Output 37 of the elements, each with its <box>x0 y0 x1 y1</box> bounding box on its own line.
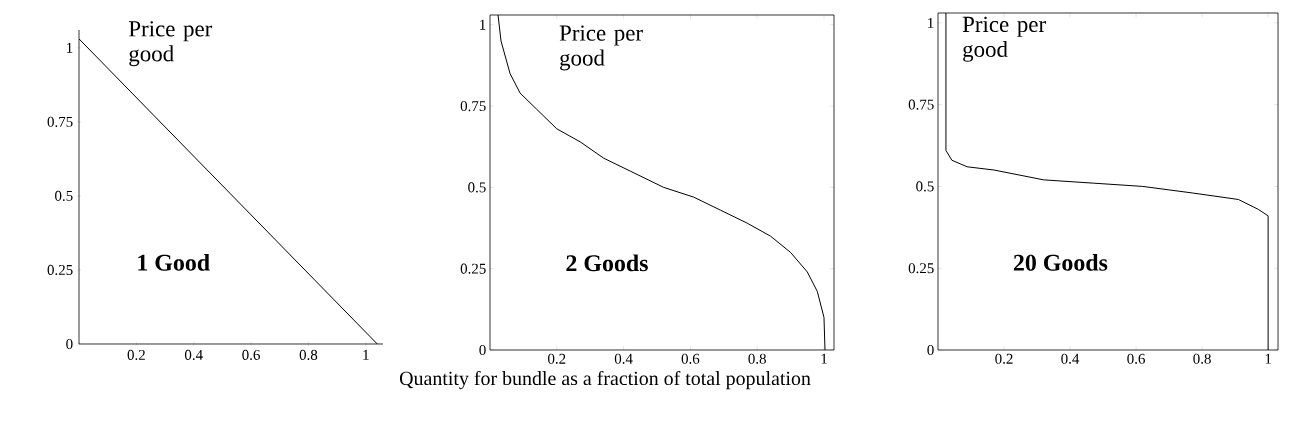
y-axis-title: Price per good <box>128 21 213 67</box>
y-tick-label: 0.5 <box>916 181 934 192</box>
y-tick-label: 1 <box>928 17 934 28</box>
x-tick-label: 0.6 <box>681 353 700 364</box>
annotation: 20 Goods <box>1013 253 1108 271</box>
y-tick-label: 0.25 <box>908 263 934 274</box>
x-tick-label: 1 <box>821 353 827 364</box>
x-axis-title: Quantity for bundle as a fraction of total population <box>399 370 811 390</box>
x-tick-label: 0.8 <box>1193 353 1211 364</box>
y-tick-label: 0.75 <box>47 116 73 127</box>
x-tick-label: 0.4 <box>184 349 203 360</box>
x-tick-label: 0.8 <box>748 353 766 364</box>
y-tick-label: 0.5 <box>55 190 73 201</box>
x-tick-label: 1 <box>1265 353 1271 364</box>
x-tick-label: 0.2 <box>548 353 566 364</box>
annotation: 2 Goods <box>566 254 648 272</box>
y-tick-label: 1 <box>67 42 73 53</box>
y-tick-label: 0.25 <box>47 264 73 276</box>
y-tick-label: 0.75 <box>908 99 934 110</box>
x-tick-label: 0.8 <box>299 349 318 360</box>
y-tick-label: 1 <box>480 19 486 30</box>
y-tick-label: 0.25 <box>460 263 486 274</box>
x-tick-label: 0.2 <box>995 353 1013 364</box>
y-tick-label: 0.75 <box>460 100 486 112</box>
x-tick-label: 0.2 <box>127 349 145 360</box>
x-tick-label: 0.6 <box>1127 353 1145 364</box>
y-tick-label: 0 <box>927 344 934 356</box>
x-tick-label: 0.4 <box>614 353 633 364</box>
x-tick-label: 0.4 <box>1061 353 1080 364</box>
annotation: 1 Good <box>138 253 210 271</box>
y-axis-title: Price per good <box>962 16 1046 62</box>
y-tick-label: 0 <box>66 338 73 350</box>
y-tick-label: 0 <box>479 344 486 356</box>
x-tick-label: 1 <box>363 349 369 360</box>
y-axis-title: Price per good <box>559 25 643 71</box>
y-tick-label: 0.5 <box>468 182 486 193</box>
x-tick-label: 0.6 <box>242 349 260 360</box>
